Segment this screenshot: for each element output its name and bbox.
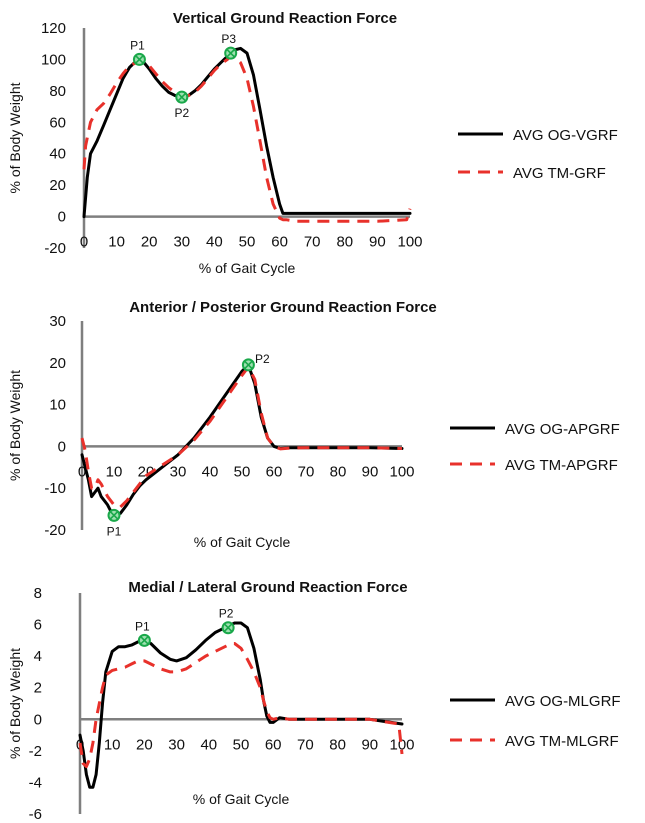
- chart-2-title: Anterior / Posterior Ground Reaction For…: [129, 299, 437, 316]
- chart-2-x-label: % of Gait Cycle: [194, 534, 291, 550]
- chart-3-y-tick-label: 6: [34, 617, 42, 634]
- chart-1-x-tick-label: 20: [141, 234, 158, 251]
- chart-3-x-tick-label: 60: [265, 736, 282, 753]
- chart-2-series-og-line: [80, 363, 404, 517]
- peak-marker-cross: [135, 55, 144, 64]
- chart-1-x-tick-label: 50: [239, 234, 256, 251]
- chart-2-x-tick-label: 60: [266, 463, 283, 480]
- chart-3-y-tick-label: -6: [29, 806, 42, 823]
- chart-1-x-tick-label: 80: [336, 234, 353, 251]
- chart-1-y-label: % of Body Weight: [7, 82, 23, 193]
- chart-1-y-tick-label: 40: [49, 146, 66, 163]
- chart-3-legend-label-tm: AVG TM-MLGRF: [505, 733, 619, 750]
- chart-1-legend-label-og: AVG OG-VGRF: [513, 127, 618, 144]
- chart-1-x-tick-label: 10: [108, 234, 125, 251]
- chart-1-y-tick-label: 20: [49, 177, 66, 194]
- chart-1-y-tick-label: -20: [44, 240, 66, 257]
- chart-3-series-og-line: [78, 621, 404, 789]
- chart-3-x-tick-label: 90: [361, 736, 378, 753]
- chart-3-x-tick-label: 80: [329, 736, 346, 753]
- chart-3-y-tick-label: -4: [29, 774, 42, 791]
- chart-3-legend-label-og: AVG OG-MLGRF: [505, 693, 621, 710]
- peak-label-p1: P1: [135, 619, 150, 633]
- peak-marker-cross: [226, 49, 235, 58]
- chart-2-y-tick-label: 10: [49, 397, 66, 414]
- chart-1-series-tm-line: [82, 54, 412, 223]
- chart-3-y-tick-label: -2: [29, 743, 42, 760]
- peak-marker-cross: [109, 511, 119, 520]
- chart-3-series-tm-line: [78, 642, 404, 769]
- chart-3-y-label: % of Body Weight: [7, 648, 23, 759]
- chart-1-x-tick-label: 60: [271, 234, 288, 251]
- chart-1-x-tick-label: 30: [173, 234, 190, 251]
- chart-3-x-tick-label: 100: [389, 736, 414, 753]
- chart-2-x-tick-label: 40: [202, 463, 219, 480]
- chart-1-y-tick-label: 60: [49, 114, 66, 131]
- chart-1-x-tick-label: 90: [369, 234, 386, 251]
- chart-3-x-tick-label: 20: [136, 736, 153, 753]
- chart-3-y-tick-label: 4: [34, 648, 42, 665]
- chart-3-x-tick-label: 10: [104, 736, 121, 753]
- chart-3-y-tick-label: 8: [34, 585, 42, 602]
- chart-1-y-tick-label: 0: [58, 209, 66, 226]
- chart-2-x-tick-label: 90: [362, 463, 379, 480]
- chart-2-series-tm-line: [80, 365, 403, 509]
- chart-2-y-tick-label: 0: [58, 438, 66, 455]
- peak-marker-cross: [140, 636, 149, 645]
- peak-label-p2: P2: [255, 352, 270, 366]
- chart-3-x-tick-label: 40: [200, 736, 217, 753]
- chart-1-title: Vertical Ground Reaction Force: [173, 10, 397, 27]
- chart-2-x-tick-label: 30: [170, 463, 187, 480]
- chart-3-x-tick-label: 70: [297, 736, 314, 753]
- chart-2-y-tick-label: 30: [49, 313, 66, 330]
- chart-1-x-label: % of Gait Cycle: [199, 260, 296, 276]
- chart-2-y-tick-label: -20: [44, 522, 66, 539]
- peak-marker-cross: [224, 623, 233, 632]
- chart-1-x-tick-label: 40: [206, 234, 223, 251]
- chart-3-title: Medial / Lateral Ground Reaction Force: [128, 579, 407, 596]
- chart-1-y-tick-label: 100: [41, 51, 66, 68]
- chart-2-x-tick-label: 50: [234, 463, 251, 480]
- chart-3-y-tick-label: 2: [34, 680, 42, 697]
- chart-2-x-tick-label: 70: [298, 463, 315, 480]
- peak-label-p2: P2: [219, 607, 234, 621]
- chart-2-x-tick-label: 10: [106, 463, 123, 480]
- chart-2-y-tick-label: -10: [44, 480, 66, 497]
- chart-1-y-tick-label: 80: [49, 83, 66, 100]
- peak-label-p2: P2: [174, 106, 189, 120]
- chart-2-y-label: % of Body Weight: [7, 370, 23, 481]
- peak-marker-cross: [244, 360, 253, 369]
- peak-label-p1: P1: [107, 524, 122, 538]
- chart-2-legend-label-og: AVG OG-APGRF: [505, 421, 620, 438]
- chart-2-x-tick-label: 0: [78, 463, 86, 480]
- chart-1-y-tick-label: 120: [41, 20, 66, 37]
- chart-1-series-og-line: [82, 46, 412, 219]
- chart-2-y-tick-label: 20: [49, 355, 66, 372]
- chart-3-y-tick-label: 0: [34, 711, 42, 728]
- chart-2-legend-label-tm: AVG TM-APGRF: [505, 457, 618, 474]
- peak-label-p3: P3: [221, 32, 236, 46]
- peak-label-p1: P1: [130, 38, 145, 52]
- peak-marker-cross: [177, 93, 186, 102]
- chart-3-x-label: % of Gait Cycle: [193, 791, 290, 807]
- chart-2-x-tick-label: 80: [330, 463, 347, 480]
- chart-1-x-tick-label: 0: [80, 234, 88, 251]
- chart-3-x-tick-label: 50: [233, 736, 250, 753]
- chart-3-x-tick-label: 30: [168, 736, 185, 753]
- chart-1-x-tick-label: 100: [397, 234, 422, 251]
- chart-2-x-tick-label: 100: [389, 463, 414, 480]
- chart-1-x-tick-label: 70: [304, 234, 321, 251]
- chart-1-legend-label-tm: AVG TM-GRF: [513, 165, 606, 182]
